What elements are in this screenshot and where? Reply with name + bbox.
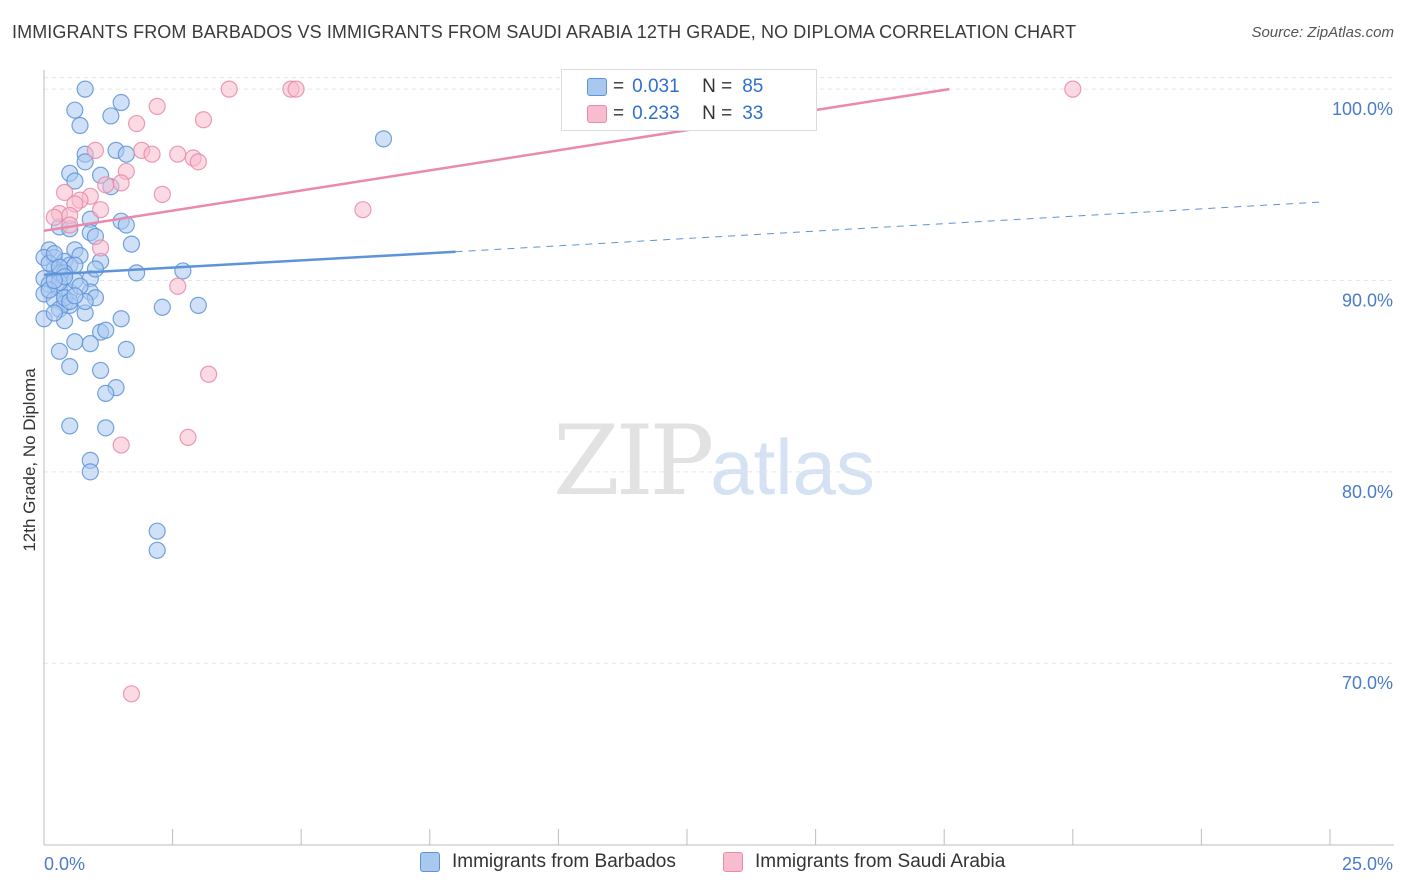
point-saudi-arabia: [45, 208, 63, 226]
y-tick-label: 70.0%: [1342, 673, 1393, 693]
point-barbados: [102, 107, 120, 125]
point-barbados: [97, 419, 115, 437]
point-saudi-arabia: [127, 114, 146, 133]
point-barbados: [127, 264, 146, 282]
trendline-barbados: [43, 250, 456, 277]
legend-swatch-saudi-arabia: [723, 852, 743, 872]
point-saudi-arabia: [91, 201, 110, 219]
point-barbados: [122, 235, 141, 253]
point-saudi-arabia: [1064, 80, 1082, 98]
legend-n-value: 85: [742, 76, 764, 97]
point-saudi-arabia: [200, 365, 218, 383]
correlation-legend: R = 0.031 N = 85 R = 0.233 N = 33: [561, 69, 817, 131]
point-saudi-arabia: [169, 277, 187, 295]
point-barbados: [81, 335, 99, 353]
point-barbados: [66, 101, 84, 119]
point-saudi-arabia: [97, 176, 115, 194]
watermark-zip: ZIP: [553, 405, 714, 517]
point-barbados: [189, 296, 207, 314]
legend-label-saudi-arabia: Immigrants from Saudi Arabia: [755, 851, 1006, 872]
point-barbados: [50, 342, 69, 360]
point-barbados: [97, 384, 115, 402]
point-saudi-arabia: [91, 239, 110, 257]
watermark: ZIPatlas: [553, 405, 875, 517]
point-barbados: [174, 262, 192, 280]
legend-swatch-barbados: [587, 78, 607, 96]
y-tick-label: 90.0%: [1342, 290, 1393, 310]
x-tick-label-max: 25.0%: [1342, 854, 1393, 874]
point-saudi-arabia: [112, 174, 130, 192]
point-barbados: [112, 93, 130, 112]
point-saudi-arabia: [86, 141, 105, 159]
source-label: Source: ZipAtlas.com: [1251, 24, 1394, 41]
point-saudi-arabia: [220, 80, 238, 98]
point-barbados: [117, 145, 135, 163]
point-barbados: [45, 304, 63, 322]
point-barbados: [148, 522, 166, 540]
point-barbados: [148, 541, 166, 559]
y-tick-label: 80.0%: [1342, 482, 1393, 502]
point-barbados: [76, 153, 94, 171]
point-saudi-arabia: [122, 685, 141, 703]
legend-n-label: N =: [702, 76, 733, 97]
point-barbados: [97, 321, 115, 339]
legend-r-value: 0.031: [632, 76, 680, 97]
point-saudi-arabia: [179, 428, 197, 447]
point-saudi-arabia: [169, 145, 187, 163]
point-saudi-arabia: [112, 436, 130, 454]
point-barbados: [61, 417, 79, 435]
legend-n-value: 33: [742, 103, 764, 124]
legend-row-barbados: R = 0.031 N = 85: [587, 74, 764, 100]
legend-n-label: N =: [702, 103, 733, 124]
point-barbados: [66, 172, 84, 190]
legend-swatch-barbados: [420, 852, 440, 872]
point-saudi-arabia: [354, 201, 372, 219]
point-barbados: [45, 271, 63, 290]
point-barbados: [61, 358, 79, 376]
watermark-atlas: atlas: [710, 423, 875, 511]
x-tick-label-min: 0.0%: [44, 854, 85, 874]
chart-title: IMMIGRANTS FROM BARBADOS VS IMMIGRANTS F…: [12, 22, 1077, 42]
point-barbados: [374, 130, 393, 148]
legend-item-barbados[interactable]: Immigrants from Barbados: [420, 851, 676, 873]
point-saudi-arabia: [55, 183, 74, 202]
point-barbados: [66, 333, 84, 351]
point-saudi-arabia: [143, 145, 161, 163]
trendline-barbados-extension: [455, 201, 1320, 253]
point-barbados: [112, 310, 130, 328]
point-saudi-arabia: [189, 153, 207, 171]
legend-r-value: 0.233: [632, 103, 680, 124]
point-saudi-arabia: [148, 97, 166, 115]
point-barbados: [71, 116, 89, 135]
point-barbados: [91, 361, 110, 380]
y-tick-label: 100.0%: [1332, 99, 1393, 119]
point-barbados: [76, 80, 94, 98]
legend-swatch-saudi-arabia: [587, 105, 607, 123]
legend-row-saudi-arabia: R = 0.233 N = 33: [587, 101, 764, 127]
point-barbados: [66, 287, 84, 305]
point-barbados: [86, 260, 105, 278]
legend-item-saudi-arabia[interactable]: Immigrants from Saudi Arabia: [723, 851, 1005, 873]
point-barbados: [81, 463, 99, 481]
point-barbados: [117, 340, 135, 358]
legend-label-barbados: Immigrants from Barbados: [452, 851, 676, 872]
point-saudi-arabia: [287, 80, 305, 98]
point-saudi-arabia: [194, 111, 213, 129]
series-legend: Immigrants from Barbados Immigrants from…: [0, 851, 1406, 879]
point-saudi-arabia: [153, 185, 171, 203]
point-barbados: [153, 298, 171, 316]
